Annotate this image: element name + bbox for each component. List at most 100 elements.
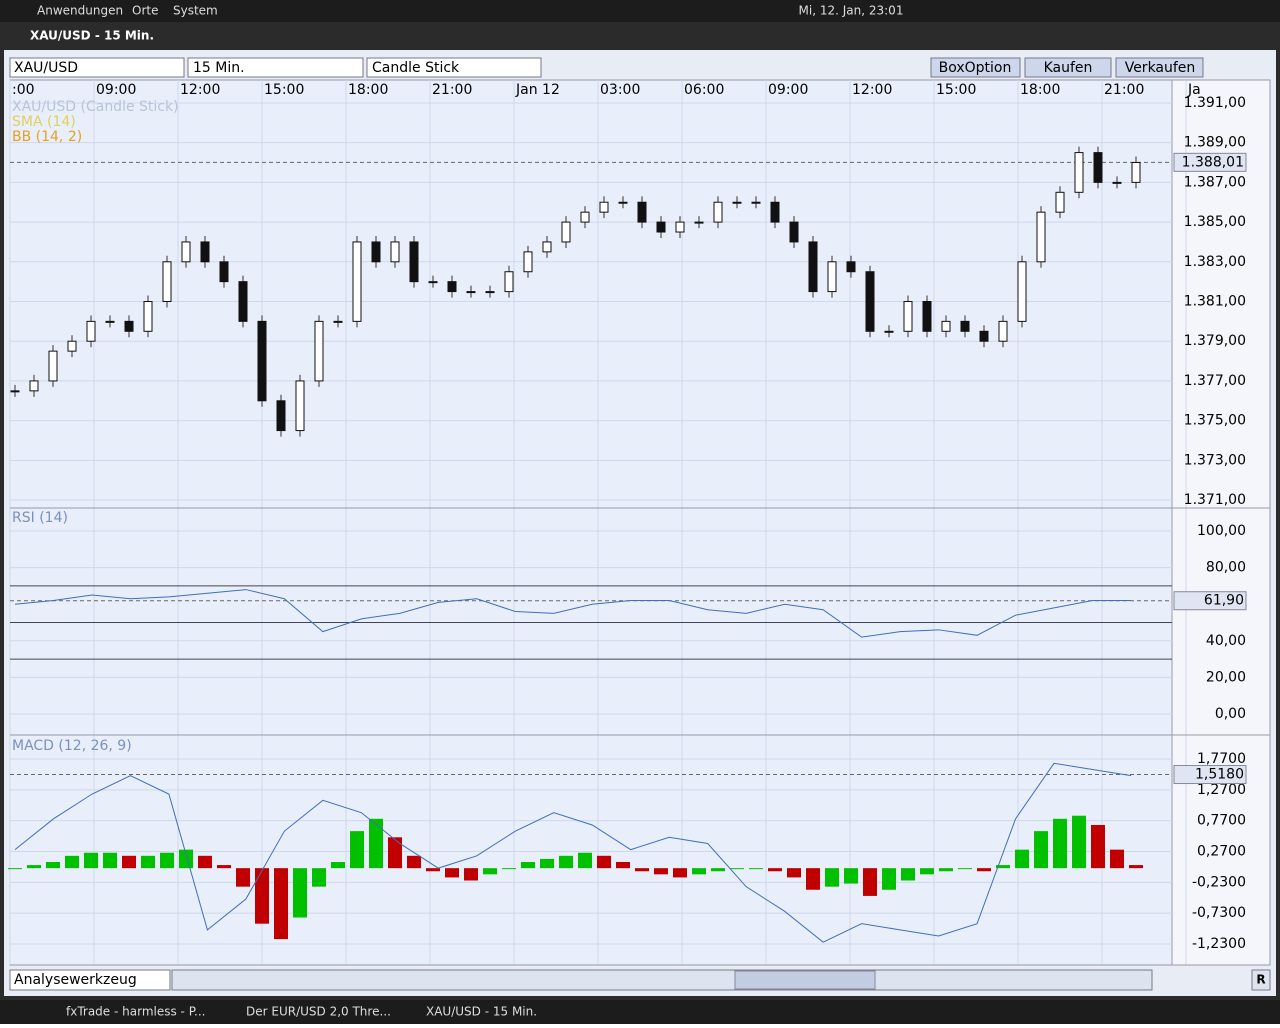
- task[interactable]: Der EUR/USD 2,0 Thre...: [246, 1005, 391, 1019]
- button[interactable]: [1024, 57, 1112, 78]
- select[interactable]: [187, 57, 364, 78]
- legend: BB (14, 2): [12, 129, 82, 145]
- candle: [789, 221, 799, 243]
- histogram-bar: [1015, 849, 1029, 869]
- candle: [751, 201, 761, 204]
- candle: [466, 291, 476, 294]
- histogram-bar: [654, 868, 668, 875]
- histogram-bar: [540, 858, 554, 869]
- y-tick-label: 40,00: [1206, 633, 1246, 649]
- y-tick-label: 0,7700: [1197, 813, 1246, 829]
- histogram-bar: [255, 868, 269, 924]
- time-label: 18:00: [348, 82, 388, 98]
- candle: [884, 330, 894, 333]
- candle: [580, 211, 590, 223]
- scrollbar[interactable]: [171, 969, 1153, 991]
- histogram-bar: [160, 852, 174, 869]
- histogram-bar: [502, 868, 516, 870]
- menu[interactable]: System: [173, 4, 218, 18]
- histogram-bar: [692, 868, 706, 875]
- select[interactable]: [9, 969, 171, 991]
- time-label: Jan 12: [515, 82, 560, 98]
- time-label: 09:00: [768, 82, 808, 98]
- task[interactable]: XAU/USD - 15 Min.: [426, 1005, 537, 1019]
- rsi-line: [14, 589, 1131, 638]
- candle: [808, 241, 818, 293]
- candle: [1017, 261, 1027, 322]
- task[interactable]: fxTrade - harmless - P...: [66, 1005, 206, 1019]
- selects: [9, 57, 542, 78]
- chart-area: [9, 79, 1173, 966]
- histogram-bar: [749, 868, 763, 870]
- histogram-bar: [369, 818, 383, 869]
- histogram-bar: [198, 855, 212, 869]
- candle: [922, 301, 932, 332]
- select[interactable]: [9, 57, 185, 78]
- y-tick-label: 1.371,00: [1184, 492, 1246, 508]
- histogram-bar: [597, 855, 611, 869]
- histogram-bar: [141, 855, 155, 869]
- histogram-bar: [844, 868, 858, 884]
- histogram-bar: [350, 831, 364, 869]
- y-tick-label: 1.381,00: [1184, 294, 1246, 310]
- legend: XAU/USD (Candle Stick): [12, 99, 179, 115]
- scroll-thumb[interactable]: [734, 970, 876, 990]
- histogram-bar: [1091, 824, 1105, 869]
- candle: [1074, 152, 1084, 193]
- candle: [428, 281, 438, 284]
- histogram-bar: [977, 868, 991, 872]
- histogram-bar: [768, 868, 782, 872]
- time-label: 12:00: [180, 82, 220, 98]
- y-tick-label: 1,2700: [1197, 782, 1246, 798]
- menu[interactable]: Orte: [132, 4, 158, 18]
- candle: [504, 271, 514, 293]
- y-tick-label: 1.377,00: [1184, 373, 1246, 389]
- histogram-bar: [274, 868, 288, 940]
- histogram-bar: [46, 861, 60, 869]
- time-label: 15:00: [936, 82, 976, 98]
- candle: [941, 320, 951, 332]
- last-label: 1,5180: [1195, 767, 1244, 783]
- y-tick-label: -0,2300: [1192, 874, 1246, 890]
- time-label: 18:00: [1020, 82, 1060, 98]
- histogram-bar: [426, 868, 440, 872]
- button[interactable]: [1115, 57, 1204, 78]
- menu[interactable]: Anwendungen: [37, 4, 123, 18]
- candle: [200, 241, 210, 263]
- histogram-bar: [559, 855, 573, 869]
- candle: [162, 261, 172, 303]
- candle: [561, 221, 571, 243]
- candle: [276, 400, 286, 432]
- candle: [181, 241, 191, 263]
- candle: [1131, 162, 1141, 183]
- candle: [713, 201, 723, 223]
- candle: [1036, 211, 1046, 263]
- histogram-bar: [616, 861, 630, 869]
- histogram-bar: [1110, 849, 1124, 869]
- histogram-bar: [521, 861, 535, 869]
- button[interactable]: [930, 57, 1021, 78]
- button[interactable]: [1251, 969, 1271, 991]
- candle: [390, 241, 400, 263]
- time-label: 15:00: [264, 82, 304, 98]
- candle: [485, 291, 495, 294]
- histogram-bar: [1072, 815, 1086, 869]
- histogram-bar: [388, 837, 402, 869]
- y-tick-label: 1.383,00: [1184, 254, 1246, 270]
- candle: [865, 271, 875, 332]
- histogram-bar: [711, 868, 725, 872]
- histogram-bar: [236, 868, 250, 887]
- histogram-bar: [445, 868, 459, 878]
- histogram-bar: [8, 868, 22, 870]
- clock: Mi, 12. Jan, 23:01: [799, 4, 904, 18]
- candle: [295, 380, 305, 432]
- candle: [979, 330, 989, 342]
- time-label: 21:00: [1104, 82, 1144, 98]
- candle: [523, 251, 533, 273]
- candle: [143, 301, 153, 332]
- candle: [333, 320, 343, 323]
- histogram-bar: [958, 868, 972, 870]
- reset-button[interactable]: R: [1256, 973, 1265, 987]
- select[interactable]: [366, 57, 542, 78]
- histogram-bar: [635, 868, 649, 872]
